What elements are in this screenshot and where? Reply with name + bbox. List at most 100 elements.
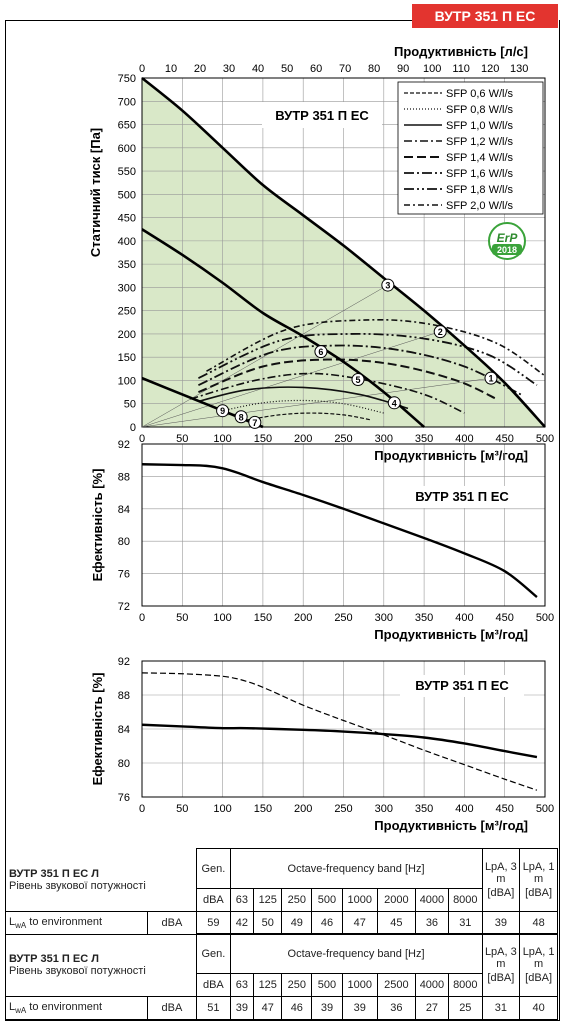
y-tick-label: 100 [118, 375, 136, 387]
table-subtitle: Рівень звукової потужності [9, 879, 146, 892]
x2-tick-label: 20 [194, 63, 206, 75]
lpa-3m-header: LpA, 3 m [dBA] [481, 933, 521, 997]
value-cell: 31 [448, 911, 483, 935]
unit-cell: dBA [196, 888, 231, 912]
x-tick-label: 150 [254, 433, 272, 445]
operating-point-marker [351, 373, 365, 387]
plot-frame [141, 660, 546, 798]
value-cell: 51 [196, 996, 231, 1020]
legend-label: SFP 1,6 W/l/s [446, 168, 514, 180]
y-tick-label: 400 [118, 236, 136, 248]
x2-tick-label: 80 [368, 63, 380, 75]
efficiency-line [141, 463, 538, 599]
x2-tick-label: 110 [452, 63, 470, 75]
y-tick-label: 700 [118, 96, 136, 108]
operating-point-label: 9 [220, 406, 225, 416]
y-tick-label: 600 [118, 143, 136, 155]
table-title-cell: ВУТР 351 П ЕС Л Рівень звукової потужност… [5, 933, 198, 997]
x-tick-label: 250 [334, 433, 352, 445]
unit-cell: 4000 [414, 973, 450, 997]
value-cell: 36 [414, 911, 450, 935]
chart-title: ВУТР 351 П ЕС [415, 678, 509, 693]
sfp-curve [198, 344, 522, 396]
x-tick-label: 450 [496, 803, 514, 815]
row-unit-cell: dBA [146, 996, 198, 1020]
y-tick-label: 84 [118, 724, 130, 736]
x-tick-label: 350 [415, 433, 433, 445]
sfp-curve [206, 319, 546, 377]
value-cell: 42 [229, 911, 255, 935]
value-cell: 47 [341, 911, 379, 935]
chart-title: ВУТР 351 П ЕС [415, 489, 509, 504]
x-tick-label: 50 [176, 803, 188, 815]
lpa-1m-header: LpA, 1 m [dBA] [519, 848, 558, 912]
value-cell: 39 [229, 996, 255, 1020]
x-tick-label: 0 [139, 612, 145, 624]
operating-point-label: 1 [488, 374, 493, 384]
lpa-unit: [dBA] [525, 887, 553, 899]
value-cell: 39 [481, 911, 521, 935]
unit-cell: 250 [281, 888, 313, 912]
x-tick-label: 300 [375, 612, 393, 624]
operating-point-marker [433, 325, 447, 339]
x2-tick-label: 120 [481, 63, 499, 75]
plot-frame [141, 77, 546, 428]
y-tick-label: 50 [124, 399, 136, 411]
y-axis-label: Ефективність [%] [90, 673, 105, 786]
unit-cell: 1000 [341, 888, 379, 912]
legend-box [397, 81, 544, 215]
operating-point-label: 2 [438, 327, 443, 337]
operating-point-marker [387, 396, 401, 410]
operating-point-marker [216, 404, 230, 418]
operating-point-marker [484, 371, 498, 385]
x-tick-label: 50 [176, 433, 188, 445]
x-tick-label: 150 [254, 803, 272, 815]
y-tick-label: 72 [118, 601, 130, 613]
value-cell: 25 [448, 996, 483, 1020]
y-tick-label: 76 [118, 569, 130, 581]
operating-point-label: 7 [252, 418, 257, 428]
y-tick-label: 76 [118, 792, 130, 804]
fan-curve [141, 228, 425, 428]
operating-point-label: 5 [356, 375, 361, 385]
unit-cell: 63 [229, 888, 255, 912]
value-cell: 40 [519, 996, 558, 1020]
unit-cell: 4000 [414, 888, 450, 912]
chart-title-bg [400, 486, 524, 508]
sfp-curve [190, 372, 465, 414]
lpa-unit: [dBA] [487, 887, 515, 899]
gen-header: Gen. [196, 933, 231, 974]
unit-cell: 500 [311, 973, 343, 997]
sfp-curve [198, 332, 538, 386]
operating-point-label: 8 [239, 412, 244, 422]
y-tick-label: 300 [118, 282, 136, 294]
x-tick-label: 100 [213, 803, 231, 815]
noise-table-1: ВУТР 351 П ЕС Л Рівень звукової потужност… [5, 848, 558, 935]
erp-year: 2018 [497, 245, 517, 255]
erp-text: ErP [497, 231, 519, 245]
y-tick-label: 80 [118, 758, 130, 770]
y-tick-label: 500 [118, 189, 136, 201]
x-tick-label: 150 [254, 612, 272, 624]
x-tick-label: 350 [415, 612, 433, 624]
y-tick-label: 200 [118, 329, 136, 341]
efficiency-line [141, 723, 538, 759]
x-tick-label: 300 [375, 803, 393, 815]
x-tick-label: 400 [455, 803, 473, 815]
table-row: LwA to environment dBA 59 42 50 49 46 47 45 36 31 3… [5, 911, 558, 935]
x-tick-label: 500 [536, 803, 554, 815]
x-tick-label: 0 [139, 433, 145, 445]
unit-cell: 63 [229, 973, 255, 997]
table-title: ВУТР 351 П ЕС Л [9, 867, 99, 880]
unit-cell: 2000 [377, 888, 416, 912]
operating-point-label: 4 [392, 398, 397, 408]
x-tick-label: 500 [536, 612, 554, 624]
table-header-row: ВУТР 351 П ЕС Л Рівень звукової потужност… [5, 933, 558, 997]
model-badge: ВУТР 351 П ЕС [412, 4, 558, 28]
x2-tick-label: 70 [339, 63, 351, 75]
lpa-unit: [dBA] [487, 972, 515, 984]
y-tick-label: 650 [118, 120, 136, 132]
efficiency-line [141, 672, 538, 791]
value-cell: 59 [196, 911, 231, 935]
unit-cell: dBA [196, 973, 231, 997]
